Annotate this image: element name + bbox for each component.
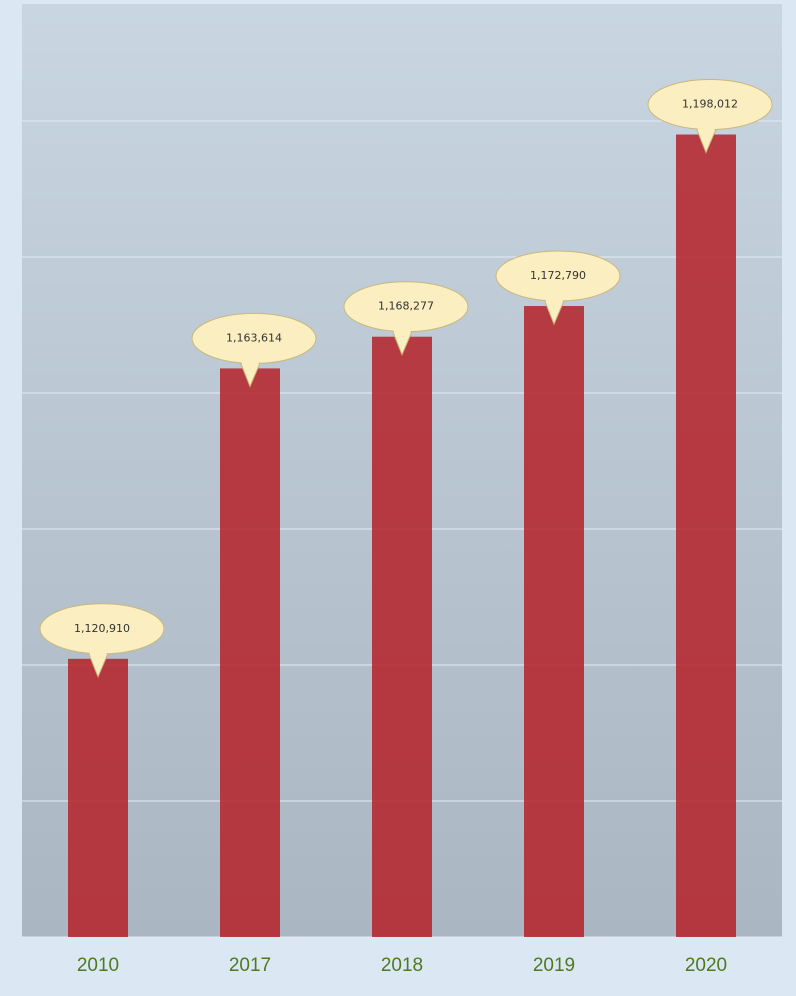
callout-tail-cover — [87, 645, 109, 675]
bar — [524, 306, 584, 937]
data-label: 1,198,012 — [682, 98, 738, 111]
callout-tail-cover — [543, 293, 565, 323]
x-tick-label: 2020 — [685, 955, 727, 976]
bar — [68, 658, 128, 937]
x-tick-label: 2019 — [533, 955, 575, 976]
x-tick-label: 2017 — [229, 955, 271, 976]
callout-tail-cover — [391, 323, 413, 353]
callout-tail-cover — [695, 121, 717, 151]
x-tick-label: 2018 — [381, 955, 423, 976]
data-label: 1,120,910 — [74, 622, 130, 635]
data-label: 1,172,790 — [530, 269, 586, 282]
bar — [220, 368, 280, 937]
data-label: 1,168,277 — [378, 300, 434, 313]
bar — [372, 336, 432, 937]
callout-tail-cover — [239, 355, 261, 385]
data-label: 1,163,614 — [226, 331, 282, 344]
x-tick-label: 2010 — [77, 955, 119, 976]
bar — [676, 134, 736, 937]
